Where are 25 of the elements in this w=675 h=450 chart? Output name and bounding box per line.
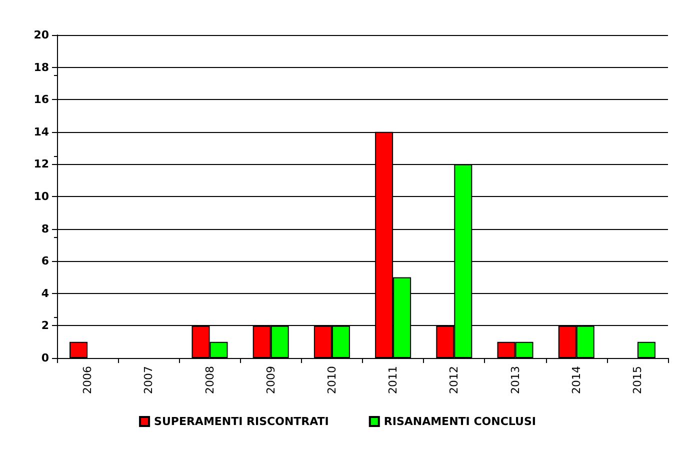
y-tick-label: 6	[41, 254, 50, 268]
bar	[637, 342, 656, 358]
y-tick-label: 12	[34, 158, 49, 171]
y-tick-label: 18	[34, 60, 49, 74]
x-tick-label: 2008	[203, 366, 216, 394]
y-tick-label: 8	[41, 222, 49, 236]
x-tick-label: 2014	[570, 366, 583, 394]
x-tick-label: 2009	[264, 366, 278, 394]
x-tick-label: 2007	[142, 366, 156, 394]
legend-label: RISANAMENTI CONCLUSI	[384, 415, 536, 428]
x-tick-label: 2013	[508, 366, 522, 394]
y-tick-label: 20	[34, 28, 50, 42]
y-tick-label: 2	[41, 319, 49, 332]
y-tick-label: 16	[34, 93, 50, 106]
x-tick-label: 2015	[630, 366, 644, 394]
y-tick-label: 14	[34, 125, 50, 138]
y-tick-label: 10	[34, 190, 50, 203]
y-tick-label: 4	[41, 286, 50, 300]
x-tick-label: 2006	[81, 366, 94, 394]
bar	[70, 342, 88, 358]
x-tick-label: 2011	[386, 366, 400, 394]
x-tick-label: 2012	[448, 366, 461, 394]
y-tick-label: 0	[41, 352, 50, 364]
x-tick-label: 2010	[325, 366, 338, 394]
legend-label: SUPERAMENTI RISCONTRATI	[154, 415, 329, 428]
